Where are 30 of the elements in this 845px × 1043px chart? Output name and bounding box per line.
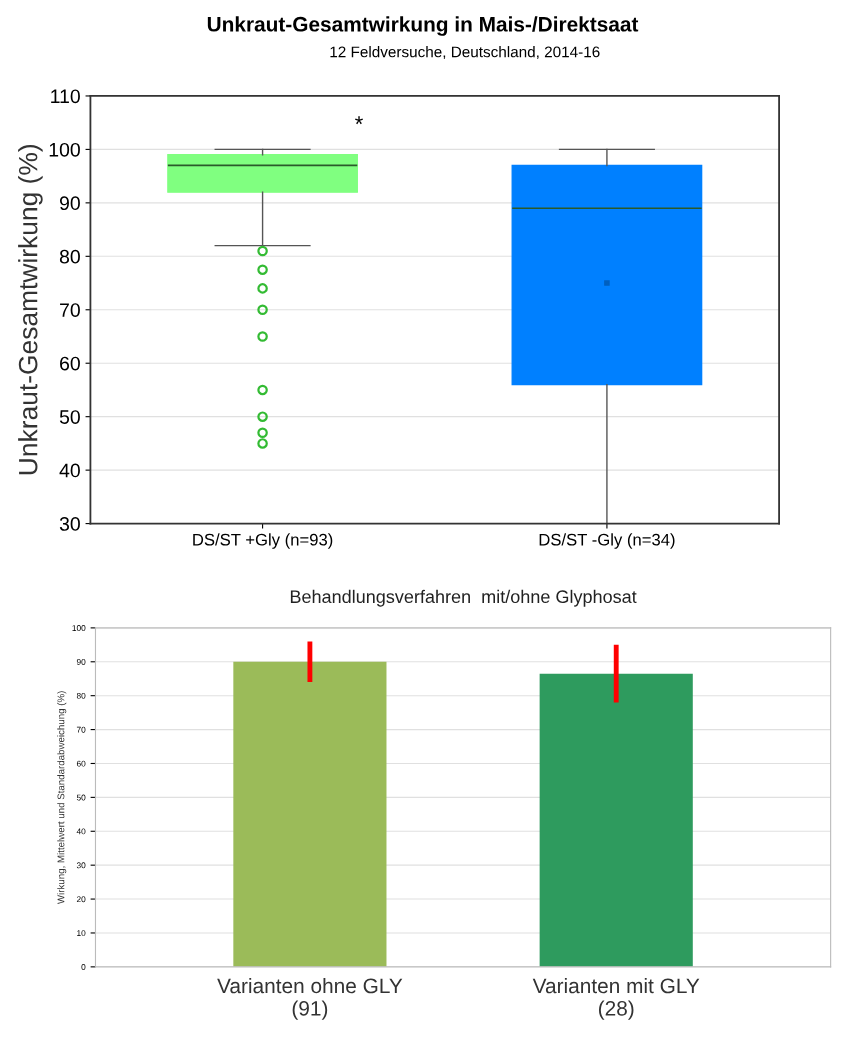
x-tick-label: Varianten ohne GLY (91) [217, 977, 403, 1020]
x-tick-label: Varianten mit GLY (28) [532, 977, 700, 1020]
y-tick-label: 70 [76, 726, 86, 733]
y-tick-label: 40 [76, 828, 86, 835]
y-tick-label: 10 [77, 930, 86, 937]
y-tick-label: 80 [59, 249, 80, 264]
y-tick-label: 30 [76, 862, 86, 869]
chart-title: Unkraut-Gesamtwirkung in Mais-/Direktsaat [207, 16, 639, 36]
y-tick-label: 30 [59, 517, 80, 531]
x-tick-label: DS/ST -Gly (n=34) [539, 533, 675, 549]
y-tick-label: 70 [60, 303, 80, 318]
y-tick-label: 50 [76, 794, 86, 801]
y-tick-label: 100 [49, 142, 80, 157]
y-tick-label: 0 [81, 964, 86, 970]
y-tick-label: 80 [76, 692, 86, 699]
y-tick-label: 60 [60, 356, 80, 371]
y-tick-label: 20 [76, 896, 86, 903]
chart-subtitle: 12 Feldversuche, Deutschland, 2014-16 [330, 46, 600, 60]
y-tick-label: 50 [59, 410, 80, 424]
y-tick-label: 90 [59, 196, 80, 211]
y-tick-label: 60 [76, 760, 86, 767]
y-tick-label: 90 [76, 658, 86, 665]
y-axis-title: Unkraut-Gesamtwirkung (%) [18, 144, 43, 475]
y-tick-label: 100 [72, 625, 86, 631]
y-tick-label: 40 [59, 463, 80, 478]
y-tick-label: 110 [51, 89, 80, 104]
x-tick-label: DS/ST +Gly (n=93) [193, 533, 333, 549]
chart-title: Behandlungsverfahren mit/ohne Glyphosat [290, 589, 637, 607]
y-axis-title: Wirkung, Mittelwert und Standardabweichung (%) [57, 691, 67, 905]
annotation: * [355, 116, 363, 125]
